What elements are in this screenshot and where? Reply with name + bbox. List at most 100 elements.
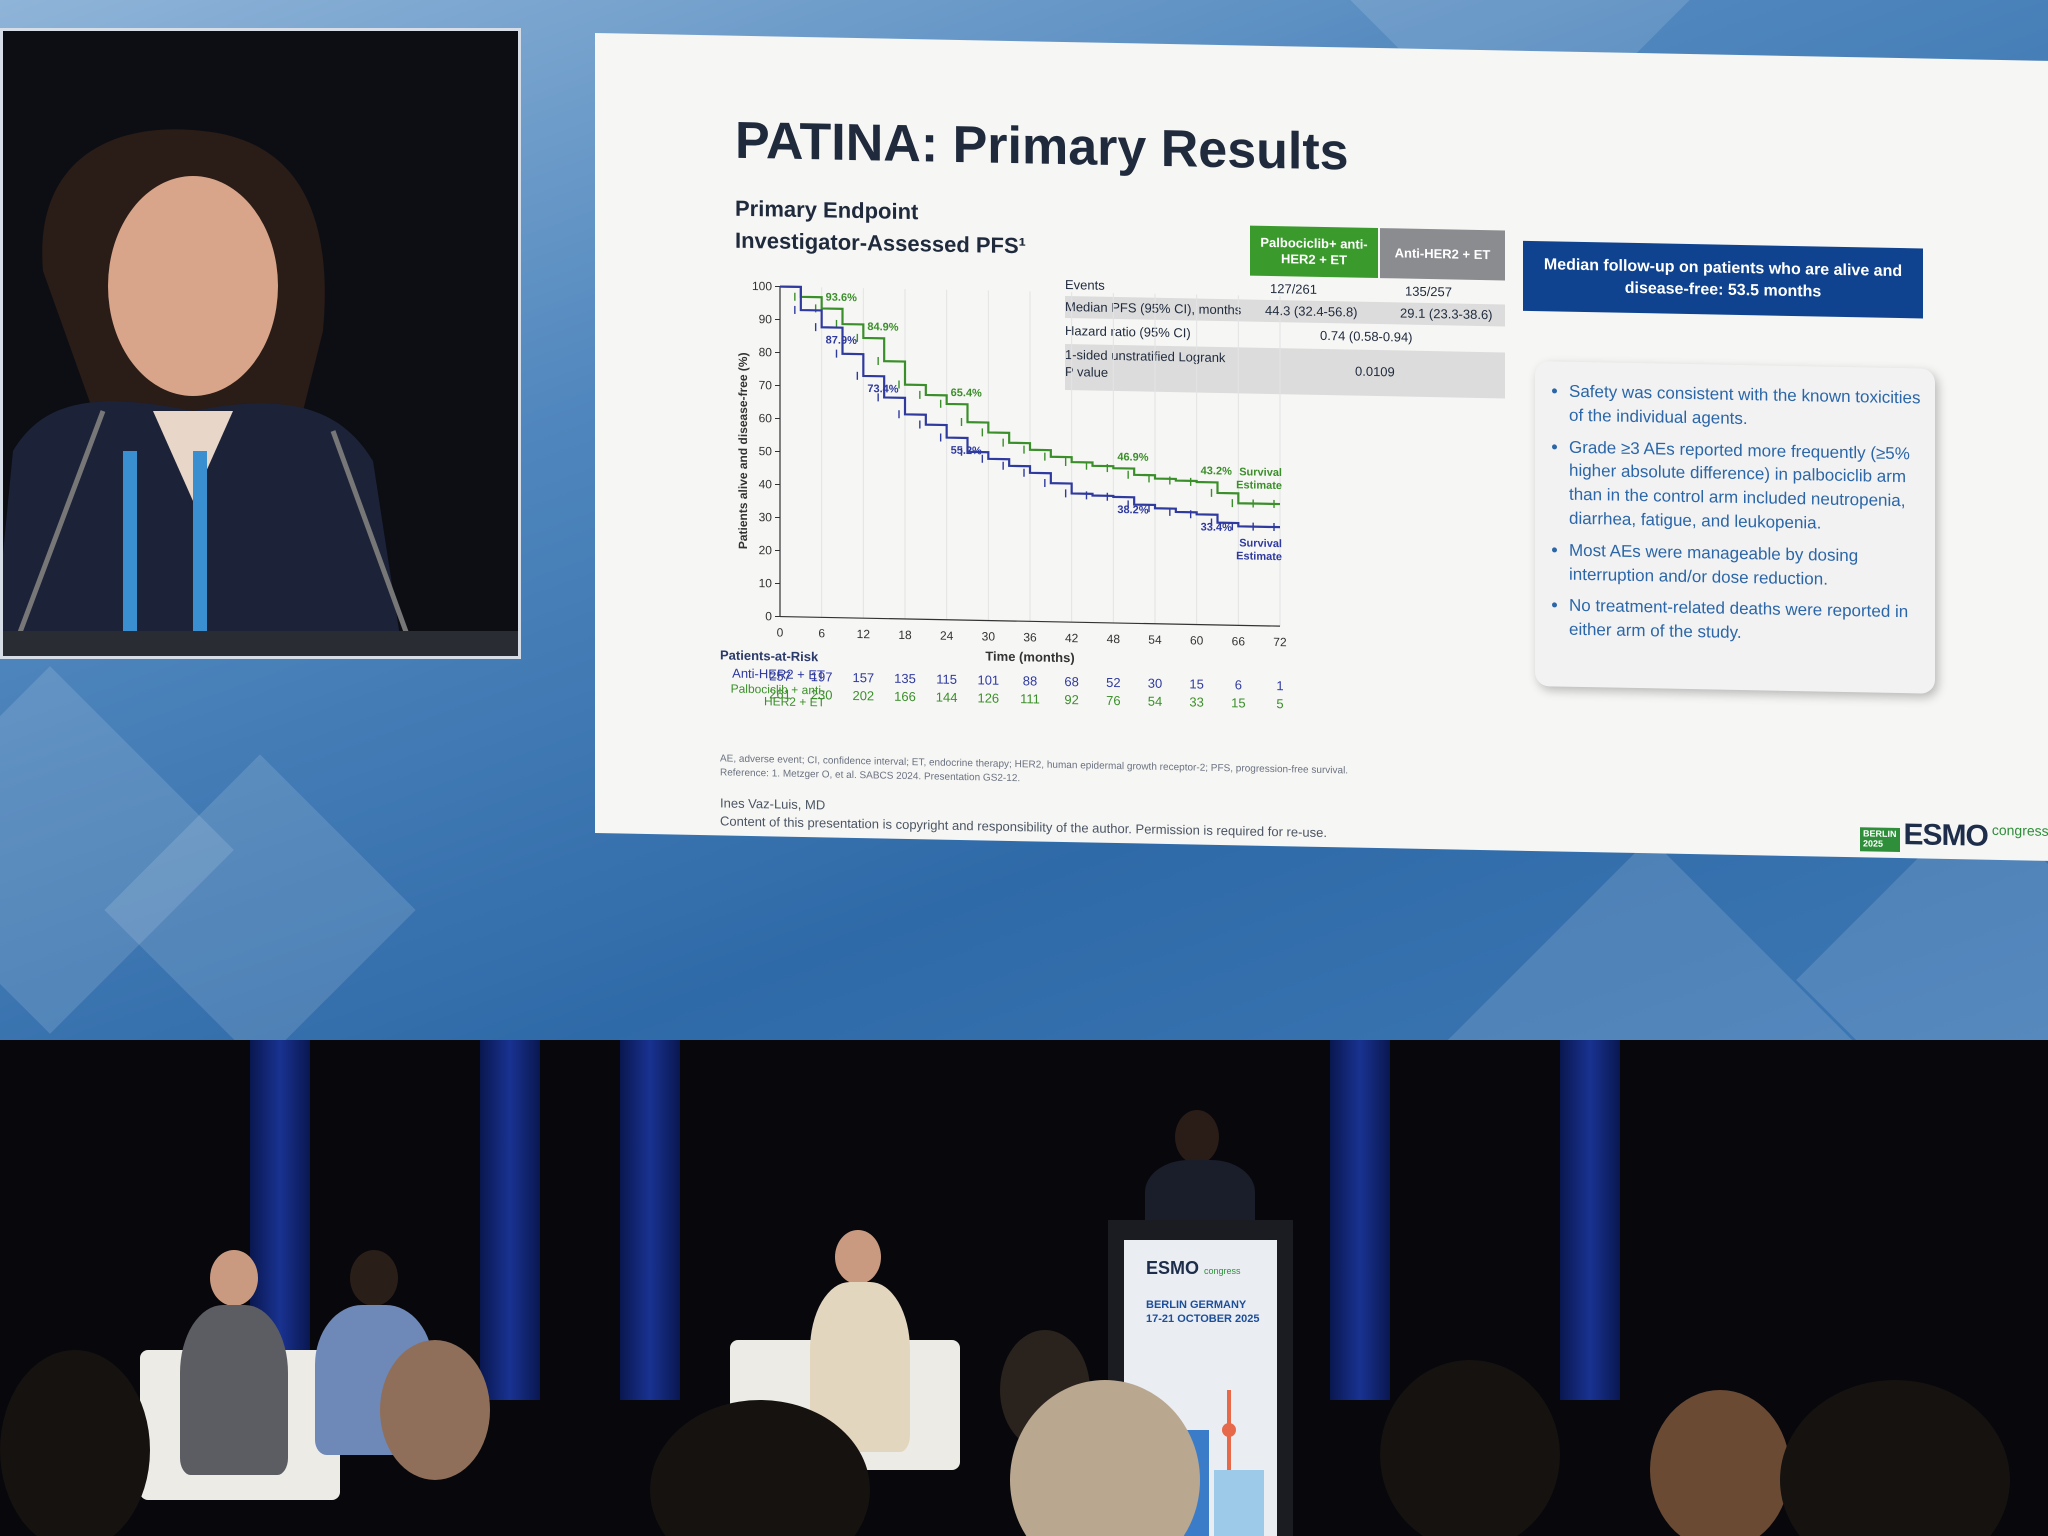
- risk-count: 15: [1189, 676, 1204, 692]
- risk-count: 257: [769, 668, 791, 684]
- background-diamond: [1437, 837, 1863, 1040]
- projection-screen: PATINA: Primary Results Primary Endpoint…: [0, 0, 2048, 1040]
- risk-count: 144: [935, 689, 958, 705]
- x-axis-line: [780, 615, 1280, 627]
- risk-count: 68: [1064, 674, 1079, 690]
- speaker-head: [1175, 1110, 1219, 1164]
- author-name: Ines Vaz-Luis, MD: [720, 795, 826, 813]
- risk-count: 197: [810, 669, 833, 685]
- risk-count: 1: [1276, 678, 1284, 694]
- stage-curtain: [1330, 1040, 1390, 1400]
- table-cell: 0.0109: [1355, 363, 1395, 380]
- risk-count: 92: [1064, 692, 1079, 708]
- km-chart: 0 6 12 18 24 30 36 42 48 54 60 66 72 0 10 20 30 40 50 60 70 8…: [736, 279, 1287, 665]
- risk-count: 30: [1147, 675, 1163, 691]
- y-tick-label: 50: [759, 444, 773, 458]
- table-cell: 0.74 (0.58-0.94): [1320, 327, 1413, 345]
- safety-bullet: No treatment-related deaths were reporte…: [1569, 594, 1921, 648]
- risk-count: 166: [894, 688, 916, 705]
- esmo-congress-logo: BERLIN 2025 ESMO congress: [1860, 817, 2048, 855]
- x-tick-label: 12: [857, 627, 871, 641]
- y-tick-label: 60: [759, 411, 773, 425]
- speaker-video-panel: [0, 28, 521, 659]
- table-header-anti-her2: Anti-HER2 + ET: [1380, 228, 1505, 281]
- km-point-label: 84.9%: [867, 321, 898, 334]
- x-tick-label: 6: [818, 626, 825, 640]
- risk-count: 52: [1106, 674, 1121, 691]
- km-point-label: 33.4%: [1201, 521, 1232, 534]
- risk-count: 5: [1276, 696, 1284, 712]
- y-tick-label: 20: [759, 543, 773, 557]
- risk-count: 101: [977, 672, 1000, 688]
- stage-area: ESMO congress BERLIN GERMANY 17-21 OCTOB…: [0, 1040, 2048, 1536]
- podium-dates: 17-21 OCTOBER 2025: [1146, 1313, 1260, 1326]
- audience-member: [0, 1350, 150, 1536]
- panelist-head: [350, 1250, 398, 1306]
- km-point-label: 73.4%: [867, 383, 898, 396]
- risk-count: 230: [810, 687, 833, 703]
- audience-member: [1780, 1380, 2010, 1536]
- speaker-closeup-image: [3, 31, 518, 656]
- x-tick-label: 66: [1232, 634, 1246, 648]
- safety-bullet: Safety was consistent with the known tox…: [1569, 380, 1921, 434]
- x-axis-label: Time (months): [985, 648, 1074, 665]
- y-tick-label: 80: [759, 345, 773, 359]
- km-point-label: 38.2%: [1117, 504, 1148, 517]
- km-end-label: Survival: [1239, 466, 1282, 479]
- km-point-label: 93.6%: [826, 292, 857, 305]
- x-tick-label: 24: [940, 629, 954, 643]
- safety-summary-box: Safety was consistent with the known tox…: [1535, 361, 1935, 694]
- slide-title: PATINA: Primary Results: [735, 111, 1349, 182]
- risk-count: 261: [769, 686, 791, 702]
- slide-subtitle: Primary Endpoint: [735, 195, 919, 225]
- risk-count: 33: [1189, 694, 1204, 710]
- safety-bullet: Grade ≥3 AEs reported more frequently (≥…: [1569, 435, 1921, 537]
- risk-count: 126: [977, 690, 1000, 706]
- y-tick-label: 70: [759, 378, 773, 392]
- risk-count: 15: [1231, 695, 1246, 711]
- risk-count: 202: [852, 687, 875, 704]
- x-tick-label: 0: [777, 625, 784, 639]
- x-tick-label: 18: [898, 628, 912, 642]
- safety-bullet: Most AEs were manageable by dosing inter…: [1569, 538, 1921, 592]
- panelist-head: [210, 1250, 258, 1306]
- y-tick-label: 90: [759, 312, 773, 326]
- x-tick-label: 42: [1065, 631, 1079, 645]
- risk-count: 88: [1022, 673, 1038, 689]
- copyright-notice: Content of this presentation is copyrigh…: [720, 813, 1327, 841]
- x-tick-label: 48: [1107, 632, 1121, 646]
- x-tick-label: 60: [1190, 633, 1204, 647]
- km-end-label: Estimate: [1236, 550, 1282, 563]
- risk-count: 115: [936, 671, 958, 687]
- y-tick-label: 10: [759, 576, 773, 590]
- x-tick-label: 30: [982, 629, 996, 643]
- audience-member: [1650, 1390, 1790, 1536]
- km-end-label: Estimate: [1236, 479, 1282, 492]
- table-cell: 135/257: [1405, 283, 1452, 300]
- km-end-label: Survival: [1239, 537, 1282, 550]
- panelist-head: [835, 1230, 881, 1284]
- lectern: ESMO congress BERLIN GERMANY 17-21 OCTOB…: [1108, 1220, 1293, 1536]
- table-cell: 29.1 (23.3-38.6): [1400, 305, 1493, 323]
- y-tick-label: 0: [765, 609, 772, 623]
- footnote-reference: Reference: 1. Metzger O, et al. SABCS 20…: [720, 767, 1021, 785]
- km-point-label: 87.9%: [826, 334, 857, 347]
- x-tick-label: 54: [1148, 633, 1162, 647]
- km-point-label: 55.2%: [951, 445, 982, 458]
- table-header-palbociclib: Palbociclib+ anti-HER2 + ET: [1250, 225, 1378, 279]
- risk-count: 6: [1234, 677, 1242, 693]
- podium-esmo-word: ESMO: [1146, 1258, 1200, 1278]
- podium-congress-word: congress: [1204, 1266, 1241, 1276]
- esmo-logo-badge: BERLIN 2025: [1860, 827, 1900, 853]
- risk-count: 157: [852, 669, 875, 686]
- presentation-slide: PATINA: Primary Results Primary Endpoint…: [595, 33, 2048, 861]
- median-followup-callout: Median follow-up on patients who are ali…: [1523, 240, 1923, 319]
- esmo-logo-congress: congress: [1991, 821, 2048, 839]
- panelist-body: [180, 1305, 288, 1475]
- stage-curtain: [620, 1040, 680, 1400]
- slide-subtitle: Investigator-Assessed PFS¹: [735, 227, 1026, 259]
- y-tick-label: 40: [759, 477, 773, 491]
- audience-member: [1380, 1360, 1560, 1536]
- km-point-label: 65.4%: [951, 387, 982, 400]
- y-axis-label: Patients alive and disease-free (%): [736, 352, 750, 549]
